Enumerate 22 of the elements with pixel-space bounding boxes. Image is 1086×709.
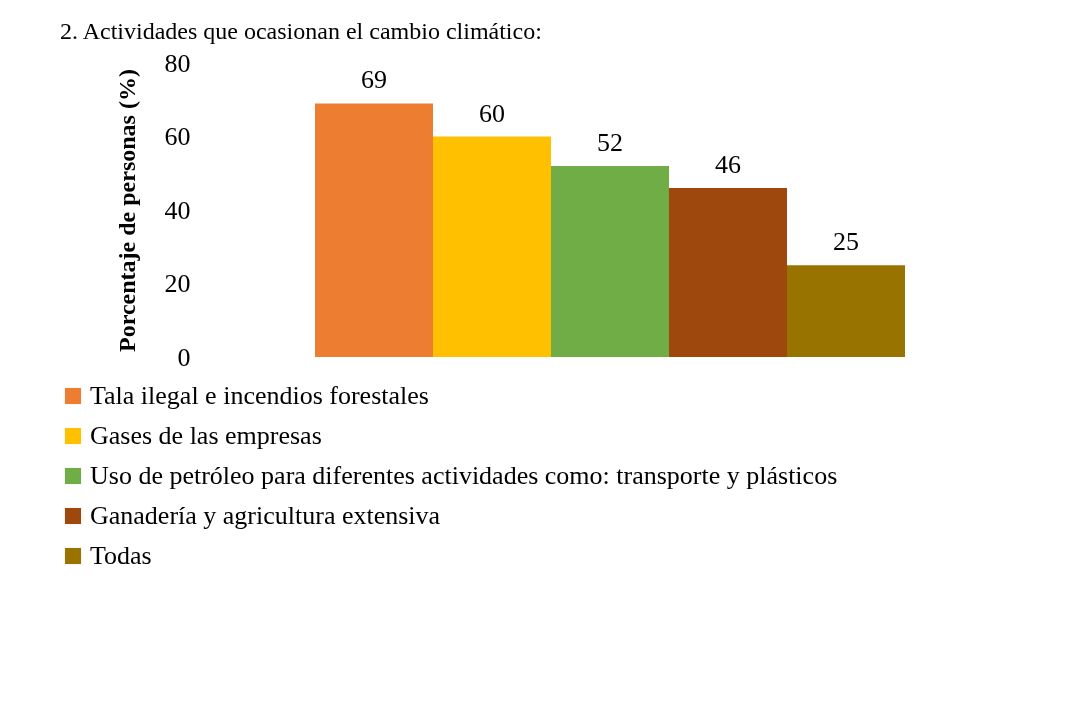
data-label: 46 bbox=[715, 149, 741, 179]
y-tick-label: 80 bbox=[164, 48, 191, 78]
chart-title: 2. Actividades que ocasionan el cambio climático: bbox=[60, 18, 542, 44]
bar bbox=[315, 103, 433, 357]
legend-label: Todas bbox=[90, 541, 152, 570]
bar bbox=[787, 265, 905, 357]
y-tick-label: 40 bbox=[164, 195, 191, 225]
data-label: 60 bbox=[479, 98, 505, 128]
bar bbox=[433, 136, 551, 357]
data-label: 52 bbox=[597, 127, 623, 157]
data-label: 25 bbox=[833, 227, 859, 257]
legend-label: Tala ilegal e incendios forestales bbox=[90, 381, 429, 410]
legend-label: Uso de petróleo para diferentes actividades como: transporte y plásticos bbox=[90, 461, 838, 490]
bar bbox=[551, 165, 669, 357]
legend-label: Ganadería y agricultura extensiva bbox=[90, 501, 441, 530]
y-tick-label: 0 bbox=[177, 342, 191, 372]
bar bbox=[669, 187, 787, 357]
y-tick-label: 20 bbox=[164, 269, 191, 298]
y-axis-title: Porcentaje de personas (%) bbox=[113, 69, 140, 352]
data-label: 69 bbox=[361, 65, 387, 95]
y-tick-label: 60 bbox=[164, 122, 191, 151]
legend-label: Gases de las empresas bbox=[90, 421, 322, 450]
